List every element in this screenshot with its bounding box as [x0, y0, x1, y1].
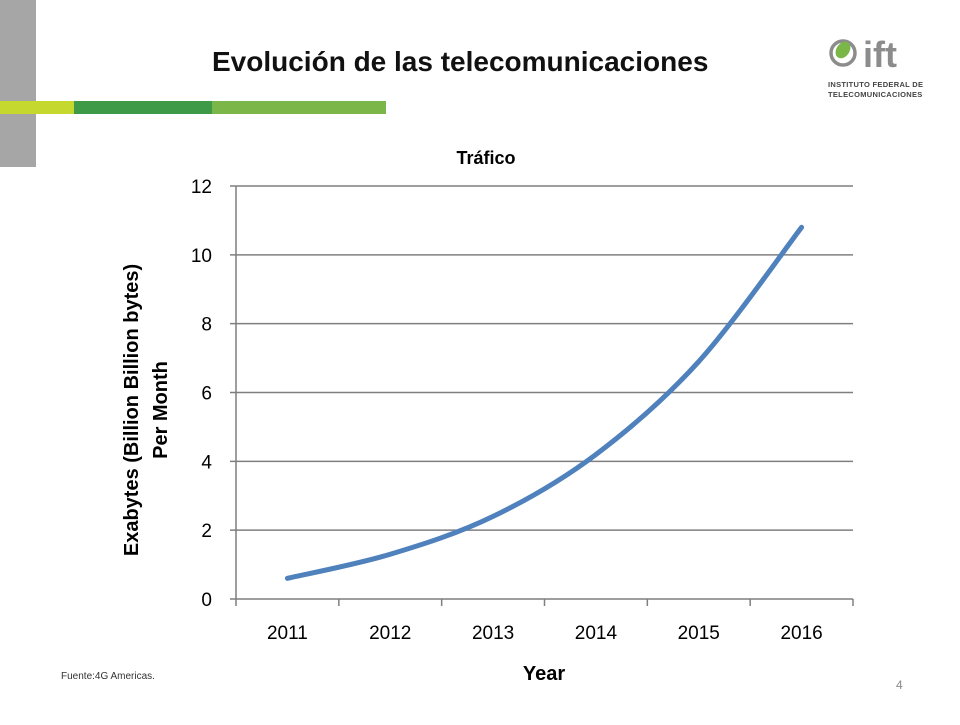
x-tick-label-2012: 2012 [369, 623, 411, 644]
y-tick-label: 6 [201, 384, 212, 405]
logo-subtitle-line2: TELECOMUNICACIONES [828, 90, 923, 99]
chart-title: Tráfico [456, 148, 515, 168]
x-axis-label: Year [523, 663, 565, 685]
ift-logo-icon: ift [829, 34, 897, 75]
side-accent-bar [0, 0, 36, 167]
series-line-0 [284, 224, 805, 581]
y-axis-label: Exabytes (Billion Billion bytes) Per Mon… [121, 264, 172, 556]
x-axis-tick-labels: 2011 2012 2013 2014 2015 2016 [267, 623, 823, 644]
x-tick-label-2014: 2014 [575, 623, 618, 644]
y-axis-label-line2: Per Month [150, 361, 172, 459]
slide-title: Evolución de las telecomunicaciones [212, 46, 709, 77]
ift-logo: ift INSTITUTO FEDERAL DE TELECOMUNICACIO… [828, 34, 928, 104]
x-tick-label-2015: 2015 [678, 623, 720, 644]
logo-subtitle-line1: INSTITUTO FEDERAL DE [828, 80, 924, 89]
title-rule-segment-green [74, 101, 212, 114]
x-tick-label-2016: 2016 [780, 623, 822, 644]
title-rule-segment-lime [36, 101, 74, 114]
page-number: 4 [896, 678, 903, 692]
side-accent-stripe [0, 101, 36, 114]
source-note: Fuente:4G Americas. [61, 671, 155, 682]
title-rule-segment-light-green [212, 101, 386, 114]
y-tick-label: 4 [201, 452, 212, 473]
y-tick-label: 0 [201, 590, 212, 611]
x-tick-label-2013: 2013 [472, 623, 514, 644]
y-tick-label: 2 [201, 521, 212, 542]
series-layer [284, 224, 805, 581]
y-axis-label-line1: Exabytes (Billion Billion bytes) [121, 264, 143, 556]
y-tick-label: 12 [191, 177, 212, 198]
x-tick-label-2011: 2011 [267, 623, 308, 644]
logo-wordmark: ift [863, 34, 897, 75]
y-tick-label: 10 [191, 246, 212, 267]
y-tick-label: 8 [201, 315, 212, 336]
y-axis-tick-labels: 0 2 4 6 8 10 12 [191, 177, 213, 611]
grid-lines [230, 185, 854, 606]
